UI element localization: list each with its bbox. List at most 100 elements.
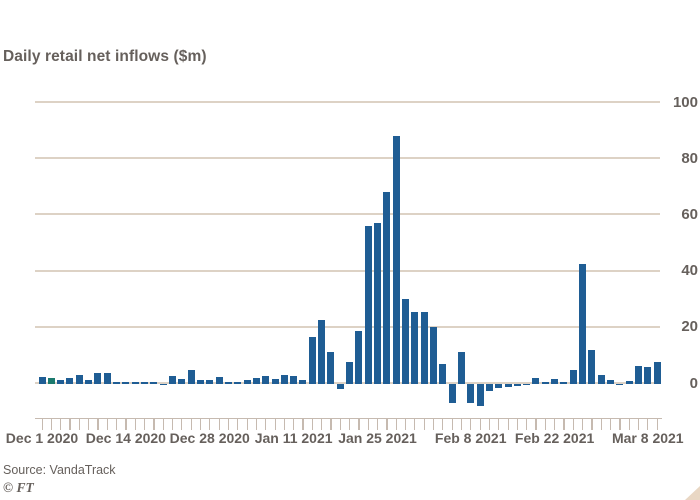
bar-Mar 5: [634, 365, 642, 384]
bar-Jan 21: [355, 331, 363, 384]
axis-tick: [69, 419, 71, 430]
bar-Dec 15: [131, 381, 139, 384]
axis-tick: [237, 419, 239, 430]
axis-tick: [637, 419, 640, 430]
bar-Mar 8: [644, 367, 652, 384]
axis-tick: [600, 419, 602, 430]
x-tick-label: Dec 14 2020: [85, 430, 166, 446]
bar-Dec 1: [38, 377, 46, 384]
bar-Feb 10: [485, 384, 493, 392]
axis-tick: [50, 419, 52, 430]
bar-Mar 9: [653, 362, 661, 384]
axis-tick: [41, 419, 43, 430]
axis-tick: [507, 419, 509, 430]
axis-tick: [97, 419, 99, 430]
ft-credit-label: © FT: [3, 480, 34, 495]
bar-Jan 19: [336, 384, 344, 390]
bar-Jan 25: [374, 222, 382, 384]
x-tick-label: Feb 22 2021: [514, 430, 595, 446]
y-tick-label: 100: [672, 93, 698, 111]
axis-tick: [535, 419, 537, 430]
bar-Feb 12: [504, 384, 512, 388]
bar-Feb 9: [476, 384, 484, 407]
axis-tick: [367, 419, 369, 430]
bar-Feb 4: [448, 384, 456, 403]
axis-tick: [582, 419, 584, 430]
axis-tick: [591, 419, 593, 430]
axis-tick: [274, 419, 276, 430]
x-tick-label: Dec 28 2020: [169, 430, 250, 446]
axis-tick: [293, 419, 295, 430]
gridline: [35, 325, 660, 328]
bar-Dec 2: [47, 377, 55, 384]
gridline: [35, 213, 660, 216]
bar-Dec 31: [234, 382, 242, 384]
gridline: [35, 157, 660, 160]
bar-Feb 5: [457, 351, 465, 384]
axis-tick: [246, 419, 248, 430]
axis-tick: [218, 419, 220, 430]
bar-Feb 3: [439, 363, 447, 384]
axis-tick: [544, 419, 546, 430]
axis-tick: [516, 419, 518, 430]
bar-Jan 29: [411, 311, 419, 384]
axis-tick: [181, 419, 183, 430]
x-tick-label: Jan 11 2021: [254, 430, 333, 446]
axis-tick: [572, 419, 574, 430]
axis-tick: [647, 419, 649, 430]
axis-tick: [498, 419, 500, 430]
axis-tick: [199, 419, 202, 430]
y-tick-label: 40: [681, 262, 698, 280]
bar-Dec 30: [224, 382, 232, 384]
axis-tick: [460, 419, 463, 430]
axis-tick: [330, 419, 332, 430]
axis-tick: [488, 419, 491, 430]
bar-Mar 4: [625, 380, 633, 384]
bar-Jan 27: [392, 135, 400, 384]
axis-tick: [479, 419, 481, 430]
bar-Dec 11: [113, 381, 121, 384]
y-tick-label: 0: [689, 374, 698, 392]
bar-Feb 1: [420, 312, 428, 384]
axis-tick: [358, 419, 360, 430]
bar-Mar 3: [616, 384, 624, 386]
chart-title: Daily retail net inflows ($m): [3, 48, 207, 65]
bar-Feb 26: [588, 349, 596, 384]
axis-tick: [554, 419, 556, 430]
x-tick-label: Jan 25 2021: [338, 430, 417, 446]
bar-Feb 2: [429, 326, 437, 384]
bar-Dec 22: [178, 379, 186, 384]
axis-tick: [349, 419, 351, 430]
bar-Jan 14: [318, 319, 326, 384]
bar-Feb 16: [513, 384, 521, 386]
axis-tick: [386, 419, 388, 430]
bar-Jan 7: [271, 379, 279, 384]
bar-Dec 21: [168, 375, 176, 384]
bar-Feb 17: [523, 384, 531, 386]
bar-Jan 4: [243, 379, 251, 384]
bar-Dec 7: [75, 374, 83, 384]
y-tick-label: 60: [681, 205, 698, 223]
bar-Jan 13: [308, 337, 316, 384]
axis-tick: [656, 419, 658, 430]
bar-Dec 28: [206, 379, 214, 384]
axis-tick: [414, 419, 416, 430]
bar-Jan 11: [290, 375, 298, 384]
bar-Dec 16: [141, 382, 149, 384]
axis-tick: [395, 419, 397, 430]
bar-Dec 24: [196, 380, 204, 384]
bar-Feb 19: [541, 381, 549, 384]
x-tick-label: Mar 8 2021: [611, 430, 684, 446]
axis-tick: [610, 419, 612, 430]
bar-Dec 18: [159, 384, 167, 386]
axis-tick: [526, 419, 528, 430]
ft-resize-triangle-icon: [685, 486, 700, 500]
axis-tick: [432, 419, 435, 430]
axis-tick: [283, 419, 285, 430]
bar-Feb 24: [569, 369, 577, 384]
bar-Dec 10: [103, 372, 111, 384]
bar-Feb 22: [551, 379, 559, 384]
axis-tick: [209, 419, 211, 430]
axis-tick: [162, 419, 164, 430]
